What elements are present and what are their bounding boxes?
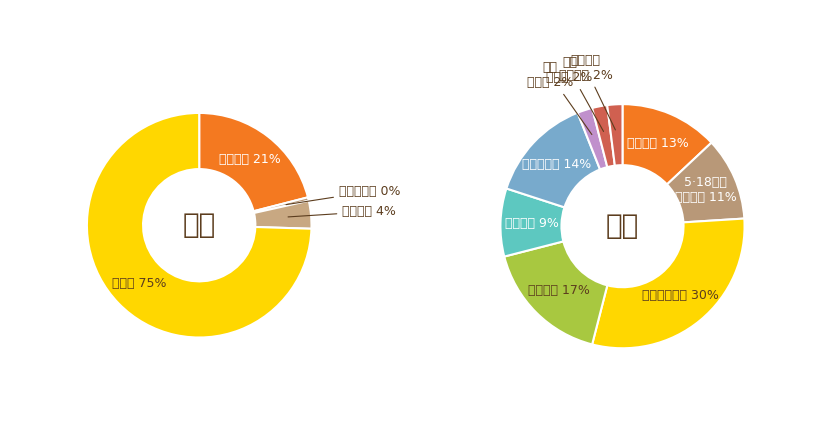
- Text: 기념사업 13%: 기념사업 13%: [627, 137, 689, 150]
- Text: 재산수입 4%: 재산수입 4%: [288, 205, 396, 218]
- Wedge shape: [87, 113, 311, 338]
- Text: 교육사업 17%: 교육사업 17%: [528, 284, 589, 297]
- Text: 기타수입 21%: 기타수입 21%: [219, 153, 281, 166]
- Wedge shape: [500, 188, 564, 256]
- Wedge shape: [506, 113, 600, 207]
- Wedge shape: [622, 104, 711, 184]
- Text: 세출: 세출: [606, 212, 639, 240]
- Text: 유지
관리비 2%: 유지 관리비 2%: [527, 61, 592, 134]
- Text: 기타수입
관련지출 2%: 기타수입 관련지출 2%: [559, 54, 615, 130]
- Text: 학술사업 9%: 학술사업 9%: [505, 217, 559, 230]
- Wedge shape: [608, 104, 622, 166]
- Wedge shape: [254, 197, 309, 213]
- Text: 일반관리비 14%: 일반관리비 14%: [522, 158, 591, 171]
- Wedge shape: [667, 143, 745, 223]
- Text: 5·18문화
예술사업 11%: 5·18문화 예술사업 11%: [675, 176, 736, 204]
- Text: 대외교류협력 30%: 대외교류협력 30%: [642, 289, 719, 302]
- Text: 세입: 세입: [183, 211, 216, 239]
- Wedge shape: [199, 113, 308, 211]
- Text: 보조금수입 0%: 보조금수입 0%: [286, 185, 400, 205]
- Text: 사업
관리비 2%: 사업 관리비 2%: [546, 56, 603, 131]
- Wedge shape: [505, 241, 608, 345]
- Wedge shape: [254, 201, 311, 229]
- Wedge shape: [592, 105, 615, 167]
- Wedge shape: [578, 108, 608, 169]
- Text: 이월금 75%: 이월금 75%: [112, 276, 167, 290]
- Wedge shape: [592, 219, 745, 348]
